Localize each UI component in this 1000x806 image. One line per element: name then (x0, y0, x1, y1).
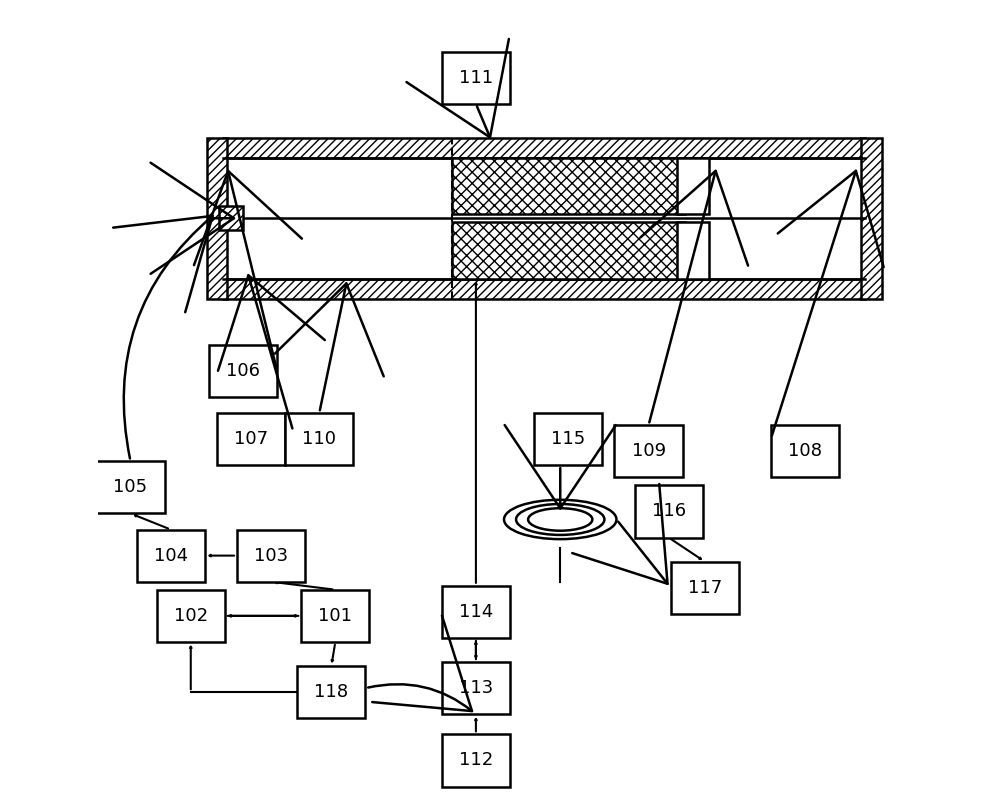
Bar (452, 158, 685, 214)
FancyBboxPatch shape (671, 562, 739, 614)
FancyBboxPatch shape (237, 530, 305, 582)
Text: 103: 103 (254, 546, 288, 565)
FancyBboxPatch shape (96, 461, 165, 513)
Bar (677, 222, 709, 279)
Bar (223, 279, 865, 298)
Text: 111: 111 (459, 69, 493, 87)
FancyBboxPatch shape (297, 666, 365, 718)
Text: 116: 116 (652, 502, 686, 521)
FancyBboxPatch shape (442, 52, 510, 104)
Text: 109: 109 (632, 442, 666, 460)
FancyBboxPatch shape (209, 345, 277, 397)
Text: 102: 102 (174, 607, 208, 625)
Text: 114: 114 (459, 603, 493, 621)
FancyBboxPatch shape (157, 590, 225, 642)
Text: 107: 107 (234, 430, 268, 448)
Text: 105: 105 (113, 478, 148, 496)
FancyBboxPatch shape (217, 413, 285, 465)
Text: 110: 110 (302, 430, 336, 448)
Text: 117: 117 (688, 579, 722, 596)
Bar (223, 138, 865, 158)
FancyBboxPatch shape (534, 413, 602, 465)
Text: 104: 104 (154, 546, 188, 565)
Text: 115: 115 (551, 430, 585, 448)
Bar (219, 206, 243, 231)
FancyBboxPatch shape (614, 425, 683, 477)
FancyBboxPatch shape (771, 425, 839, 477)
FancyBboxPatch shape (285, 413, 353, 465)
Bar (452, 222, 685, 279)
FancyBboxPatch shape (442, 734, 510, 787)
Bar (861, 138, 882, 298)
Bar (677, 158, 709, 214)
FancyBboxPatch shape (442, 662, 510, 714)
FancyBboxPatch shape (442, 586, 510, 638)
FancyBboxPatch shape (137, 530, 205, 582)
Text: 118: 118 (314, 683, 348, 701)
FancyBboxPatch shape (635, 485, 703, 538)
Text: 113: 113 (459, 679, 493, 697)
Text: 112: 112 (459, 751, 493, 770)
Text: 108: 108 (788, 442, 822, 460)
FancyBboxPatch shape (301, 590, 369, 642)
Text: 106: 106 (226, 362, 260, 380)
Bar (207, 138, 227, 298)
Text: 101: 101 (318, 607, 352, 625)
